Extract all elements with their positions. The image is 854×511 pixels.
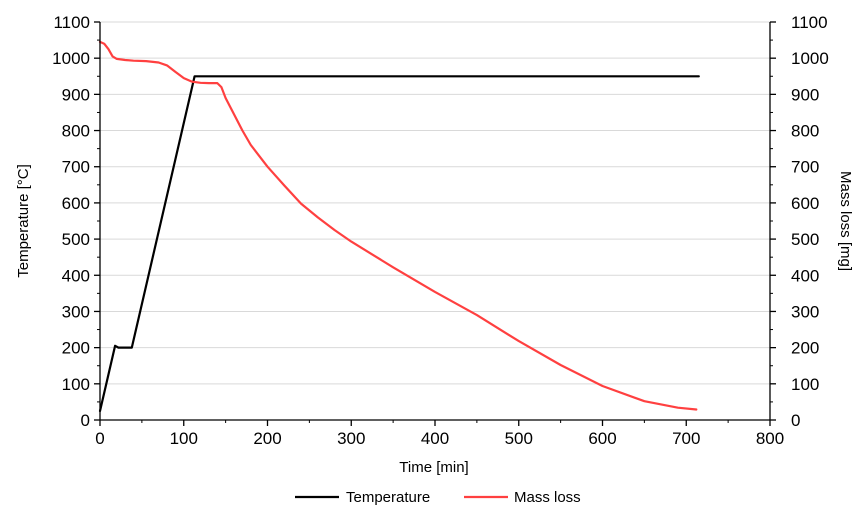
y-tick-label-right-200: 200: [791, 339, 819, 358]
x-tick-label-700: 700: [672, 429, 700, 448]
legend-label-mass-loss: Mass loss: [514, 489, 581, 506]
x-tick-label-0: 0: [95, 429, 104, 448]
grid-lines: [100, 21, 770, 385]
y-tick-label-left-500: 500: [62, 230, 90, 249]
y-tick-label-right-1000: 1000: [791, 49, 829, 68]
y-tick-label-left-100: 100: [62, 375, 90, 394]
x-tick-label-800: 800: [756, 429, 784, 448]
y-tick-label-right-800: 800: [791, 122, 819, 141]
legend: Temperature Mass loss: [295, 489, 581, 506]
y-tick-label-right-600: 600: [791, 194, 819, 213]
y-tick-label-left-600: 600: [62, 194, 90, 213]
y-tick-label-left-0: 0: [81, 411, 90, 430]
y-tick-label-right-300: 300: [791, 302, 819, 321]
x-tick-label-600: 600: [588, 429, 616, 448]
y-tick-label-left-200: 200: [62, 339, 90, 358]
x-tick-label-400: 400: [421, 429, 449, 448]
y-tick-label-left-1100: 1100: [53, 13, 90, 32]
y-tick-label-left-900: 900: [62, 85, 90, 104]
legend-label-temperature: Temperature: [346, 489, 430, 506]
y-tick-label-right-900: 900: [791, 85, 819, 104]
series-layer: [98, 40, 700, 413]
y-tick-label-left-800: 800: [62, 122, 90, 141]
x-tick-label-300: 300: [337, 429, 365, 448]
y-tick-label-left-700: 700: [62, 158, 90, 177]
x-tick-label-500: 500: [505, 429, 533, 448]
y-tick-label-left-300: 300: [62, 302, 90, 321]
y-axis-title-right: Mass loss [mg]: [837, 171, 854, 271]
y-tick-label-left-400: 400: [62, 266, 90, 285]
y-tick-label-right-700: 700: [791, 158, 819, 177]
y-tick-label-right-500: 500: [791, 230, 819, 249]
y-axis-title-left: Temperature [°C]: [15, 164, 32, 278]
x-axis-title: Time [min]: [399, 459, 468, 476]
y-tick-label-right-0: 0: [791, 411, 800, 430]
y-tick-label-right-100: 100: [791, 375, 819, 394]
y-tick-label-left-1000: 1000: [52, 49, 90, 68]
y-tick-label-right-400: 400: [791, 266, 819, 285]
x-tick-label-100: 100: [170, 429, 198, 448]
series-line-mass-loss: [98, 40, 698, 411]
x-tick-label-200: 200: [253, 429, 281, 448]
y-tick-label-right-1100: 1100: [791, 13, 828, 32]
series-line-temperature: [98, 75, 700, 413]
